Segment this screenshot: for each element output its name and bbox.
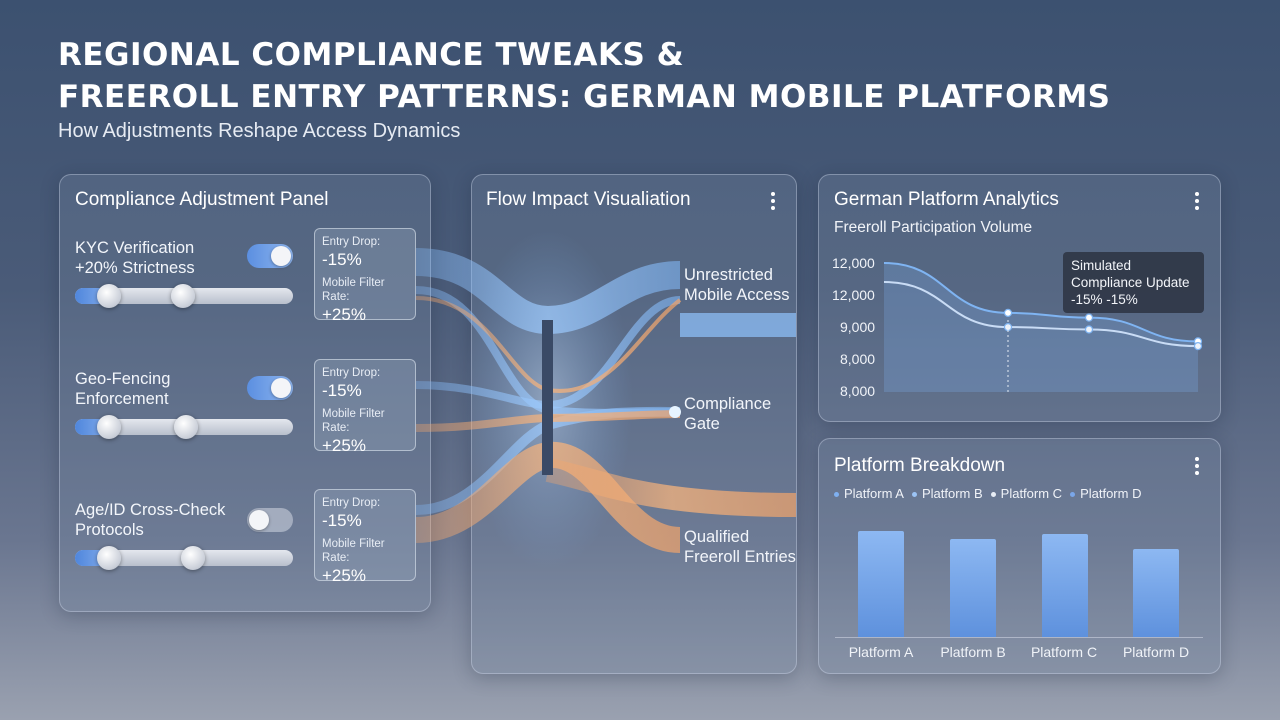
slider-handle-min[interactable] bbox=[97, 546, 121, 570]
slider-handle-max[interactable] bbox=[174, 415, 198, 439]
x-tick-label: Platform A bbox=[848, 644, 914, 660]
chart-tooltip: Simulated Compliance Update -15% -15% bbox=[1063, 252, 1204, 313]
breakdown-menu-icon[interactable] bbox=[1194, 457, 1200, 477]
bar[interactable] bbox=[1042, 534, 1088, 637]
analytics-menu-icon[interactable] bbox=[1194, 192, 1200, 212]
filter-rate-value: +25% bbox=[322, 436, 366, 455]
filter-rate-value: +25% bbox=[322, 305, 366, 324]
y-tick-label: 8,000 bbox=[840, 351, 876, 367]
control-label-kyc: KYC Verification +20% Strictness bbox=[75, 239, 195, 277]
toggle-knob bbox=[271, 378, 291, 398]
metric-box-kyc: Entry Drop: -15% Mobile Filter Rate: +25… bbox=[314, 228, 416, 324]
entry-drop-value: -15% bbox=[322, 250, 362, 269]
slider-handle-min[interactable] bbox=[97, 284, 121, 308]
geofencing-toggle[interactable] bbox=[247, 376, 293, 400]
kyc-toggle[interactable] bbox=[247, 244, 293, 268]
age-id-toggle[interactable] bbox=[247, 508, 293, 532]
kyc-slider[interactable] bbox=[75, 284, 293, 308]
control-label-geofencing: Geo-Fencing Enforcement bbox=[75, 370, 171, 408]
bar[interactable] bbox=[950, 539, 996, 637]
metric-box-age-id: Entry Drop: -15% Mobile Filter Rate: +25… bbox=[314, 489, 416, 585]
breakdown-panel-title: Platform Breakdown bbox=[834, 455, 1006, 476]
compliance-panel bbox=[59, 174, 431, 612]
legend-item[interactable]: Platform C bbox=[990, 486, 1062, 501]
legend-swatch bbox=[911, 492, 917, 498]
chart-legend: Platform A Platform B Platform C Platfor… bbox=[834, 486, 1141, 501]
analytics-panel-title: German Platform Analytics bbox=[834, 189, 1059, 210]
filter-rate-value: +25% bbox=[322, 566, 366, 585]
slider-handle-max[interactable] bbox=[181, 546, 205, 570]
node-compliance-gate: Compliance Gate bbox=[684, 395, 772, 433]
x-axis-line bbox=[835, 637, 1203, 638]
legend-item[interactable]: Platform D bbox=[1070, 486, 1141, 501]
entry-drop-value: -15% bbox=[322, 381, 362, 400]
toggle-knob bbox=[271, 246, 291, 266]
page-subtitle: How Adjustments Reshape Access Dynamics bbox=[58, 120, 461, 142]
toggle-knob bbox=[249, 510, 269, 530]
slider-handle-min[interactable] bbox=[97, 415, 121, 439]
slider-handle-max[interactable] bbox=[171, 284, 195, 308]
legend-item[interactable]: Platform A bbox=[834, 486, 904, 501]
analytics-subtitle: Freeroll Participation Volume bbox=[834, 219, 1033, 236]
node-qualified-entries: Qualified Freeroll Entries bbox=[684, 528, 796, 566]
geofencing-slider[interactable] bbox=[75, 415, 293, 439]
compliance-panel-title: Compliance Adjustment Panel bbox=[75, 189, 329, 210]
y-tick-label: 12,000 bbox=[832, 287, 875, 303]
y-tick-label: 12,000 bbox=[832, 255, 875, 271]
y-tick-label: 8,000 bbox=[840, 383, 876, 399]
node-unrestricted: Unrestricted Mobile Access bbox=[684, 266, 790, 304]
age-id-slider[interactable] bbox=[75, 546, 293, 570]
flow-panel-title: Flow Impact Visualiation bbox=[486, 189, 691, 210]
title-line-2: FREEROLL ENTRY PATTERNS: GERMAN MOBILE P… bbox=[58, 79, 1111, 115]
y-tick-label: 9,000 bbox=[840, 319, 876, 335]
control-label-age-id: Age/ID Cross-Check Protocols bbox=[75, 501, 226, 539]
x-tick-label: Platform B bbox=[940, 644, 1006, 660]
title-line-1: REGIONAL COMPLIANCE TWEAKS & bbox=[58, 37, 685, 73]
legend-swatch bbox=[990, 492, 996, 498]
entry-drop-value: -15% bbox=[322, 511, 362, 530]
metric-box-geofencing: Entry Drop: -15% Mobile Filter Rate: +25… bbox=[314, 359, 416, 455]
legend-swatch bbox=[1070, 492, 1076, 498]
page-title: REGIONAL COMPLIANCE TWEAKS & FREEROLL EN… bbox=[58, 34, 1218, 118]
legend-item[interactable]: Platform B bbox=[911, 486, 983, 501]
bar[interactable] bbox=[858, 531, 904, 637]
x-tick-label: Platform C bbox=[1030, 644, 1098, 660]
legend-swatch bbox=[834, 492, 839, 498]
flow-menu-icon[interactable] bbox=[770, 192, 776, 212]
x-tick-label: Platform D bbox=[1122, 644, 1190, 660]
bar[interactable] bbox=[1133, 549, 1179, 637]
